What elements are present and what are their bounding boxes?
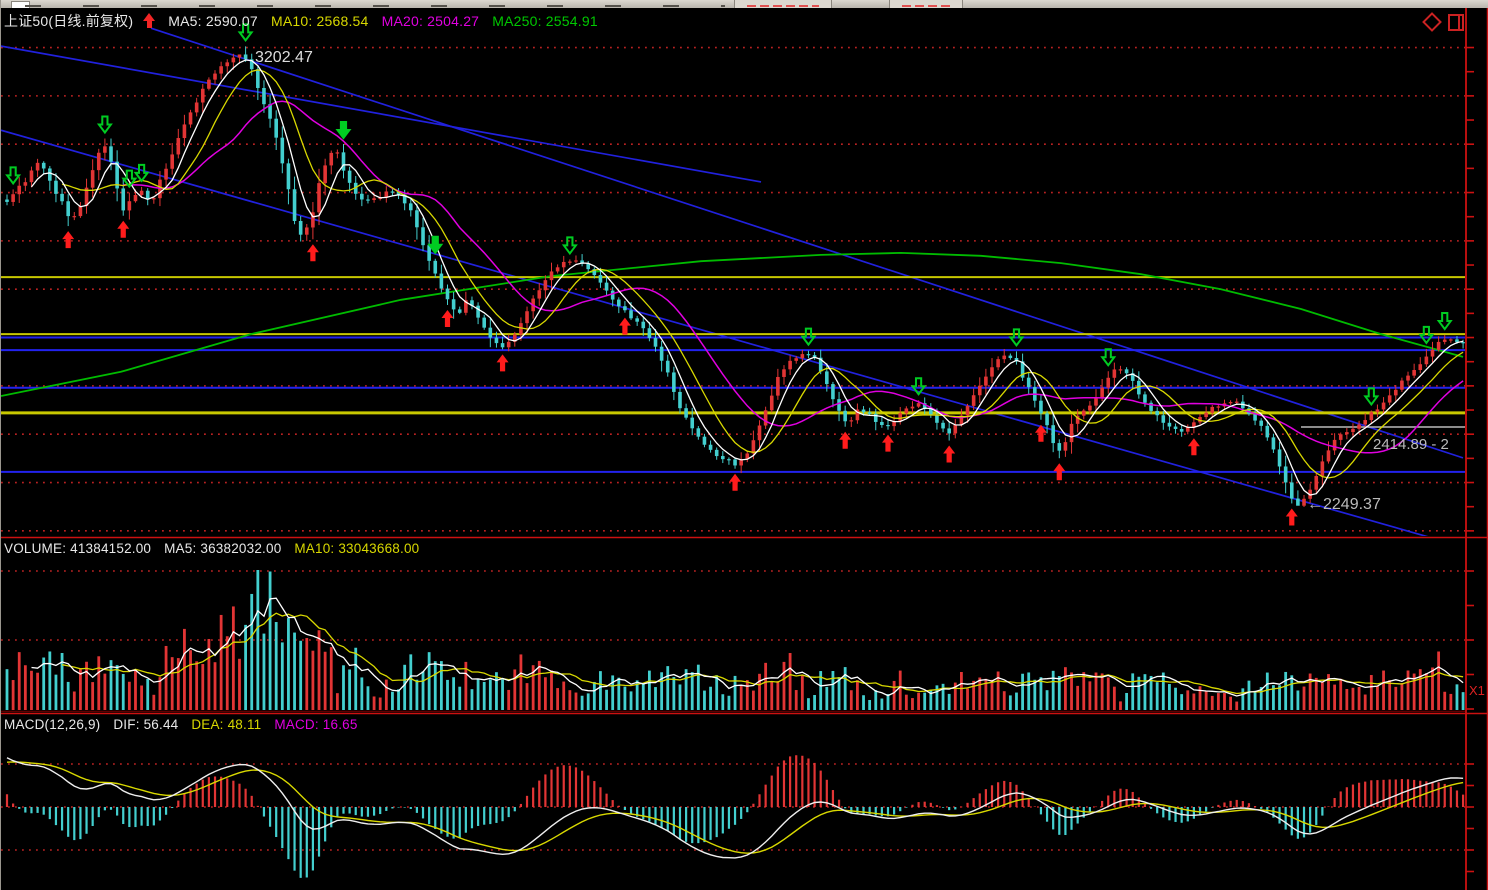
- symbol-title: 上证50(日线.前复权): [4, 13, 134, 29]
- buy-signal-arrow-icon: [143, 13, 156, 28]
- peak-price-label: 3202.47: [255, 49, 313, 66]
- trough-price-label: ←2249.37: [1307, 496, 1381, 513]
- menubar-fragment: [889, 0, 963, 8]
- volume-ma5-value: MA5: 36382032.00: [164, 541, 282, 556]
- volume-value: VOLUME: 41384152.00: [4, 541, 152, 556]
- volume-header: VOLUME: 41384152.00 MA5: 36382032.00 MA1…: [4, 541, 428, 556]
- ma20-value: MA20: 2504.27: [381, 13, 480, 29]
- macd-value: MACD: 16.65: [274, 717, 358, 732]
- main-chart-header: 上证50(日线.前复权) MA5: 2590.07 MA10: 2568.54 …: [4, 11, 607, 31]
- menubar-fragment: [25, 5, 725, 7]
- volume-ma10-value: MA10: 33043668.00: [294, 541, 420, 556]
- ma5-value: MA5: 2590.07: [168, 13, 258, 29]
- menubar-fragment: [11, 1, 30, 8]
- diamond-icon[interactable]: [1422, 12, 1442, 32]
- level-price-label: 2414.89 - 2: [1373, 436, 1449, 453]
- corner-icons: [1422, 12, 1464, 34]
- menubar-fragment: [734, 0, 832, 8]
- ma10-value: MA10: 2568.54: [270, 13, 369, 29]
- macd-header: MACD(12,26,9) DIF: 56.44 DEA: 48.11 MACD…: [4, 717, 367, 732]
- dif-value: DIF: 56.44: [113, 717, 179, 732]
- dea-value: DEA: 48.11: [191, 717, 262, 732]
- ma250-value: MA250: 2554.91: [492, 13, 598, 29]
- split-window-icon[interactable]: [1448, 14, 1464, 31]
- macd-title: MACD(12,26,9): [4, 717, 101, 732]
- window-menubar-strip[interactable]: [1, 0, 1488, 8]
- zoom-scale-label: X1: [1469, 683, 1485, 698]
